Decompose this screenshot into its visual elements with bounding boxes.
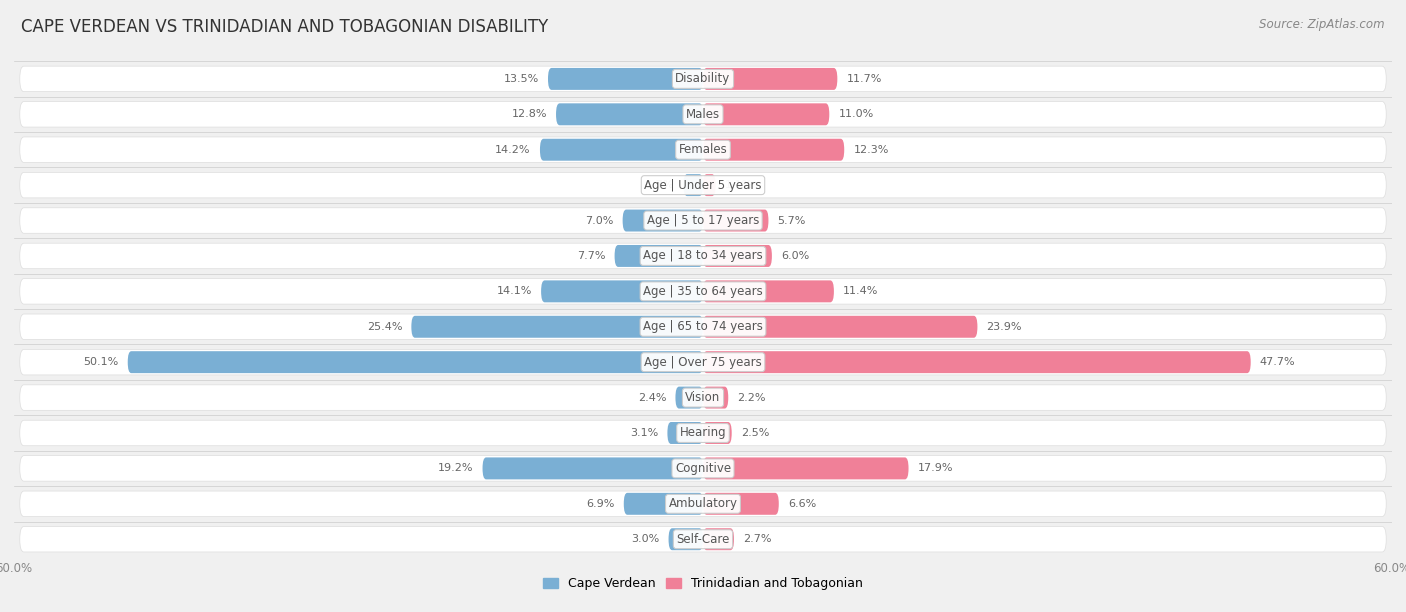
FancyBboxPatch shape	[20, 456, 1386, 481]
Text: 6.6%: 6.6%	[787, 499, 817, 509]
FancyBboxPatch shape	[128, 351, 703, 373]
FancyBboxPatch shape	[20, 66, 1386, 92]
Text: 2.2%: 2.2%	[738, 392, 766, 403]
FancyBboxPatch shape	[482, 457, 703, 479]
Text: 13.5%: 13.5%	[503, 74, 538, 84]
FancyBboxPatch shape	[703, 245, 772, 267]
FancyBboxPatch shape	[20, 208, 1386, 233]
Text: Cognitive: Cognitive	[675, 462, 731, 475]
Text: 11.7%: 11.7%	[846, 74, 882, 84]
FancyBboxPatch shape	[703, 528, 734, 550]
FancyBboxPatch shape	[20, 314, 1386, 340]
Text: 23.9%: 23.9%	[987, 322, 1022, 332]
FancyBboxPatch shape	[703, 493, 779, 515]
Text: 11.0%: 11.0%	[838, 110, 873, 119]
FancyBboxPatch shape	[669, 528, 703, 550]
Text: Age | 35 to 64 years: Age | 35 to 64 years	[643, 285, 763, 298]
Text: Ambulatory: Ambulatory	[668, 498, 738, 510]
Text: 7.0%: 7.0%	[585, 215, 613, 226]
FancyBboxPatch shape	[683, 174, 703, 196]
Text: 6.0%: 6.0%	[782, 251, 810, 261]
Legend: Cape Verdean, Trinidadian and Tobagonian: Cape Verdean, Trinidadian and Tobagonian	[538, 572, 868, 595]
Text: Self-Care: Self-Care	[676, 532, 730, 546]
Text: 14.1%: 14.1%	[496, 286, 531, 296]
FancyBboxPatch shape	[703, 174, 716, 196]
Text: 2.7%: 2.7%	[744, 534, 772, 544]
FancyBboxPatch shape	[703, 139, 844, 161]
FancyBboxPatch shape	[555, 103, 703, 125]
FancyBboxPatch shape	[703, 422, 731, 444]
FancyBboxPatch shape	[703, 103, 830, 125]
Text: 7.7%: 7.7%	[576, 251, 606, 261]
FancyBboxPatch shape	[614, 245, 703, 267]
Text: Females: Females	[679, 143, 727, 156]
Text: Age | Under 5 years: Age | Under 5 years	[644, 179, 762, 192]
FancyBboxPatch shape	[20, 243, 1386, 269]
Text: Disability: Disability	[675, 72, 731, 86]
Text: Age | 18 to 34 years: Age | 18 to 34 years	[643, 250, 763, 263]
FancyBboxPatch shape	[703, 316, 977, 338]
FancyBboxPatch shape	[20, 491, 1386, 517]
FancyBboxPatch shape	[20, 526, 1386, 552]
Text: 5.7%: 5.7%	[778, 215, 806, 226]
Text: 3.0%: 3.0%	[631, 534, 659, 544]
FancyBboxPatch shape	[703, 457, 908, 479]
FancyBboxPatch shape	[703, 209, 769, 231]
FancyBboxPatch shape	[20, 173, 1386, 198]
Text: 50.1%: 50.1%	[83, 357, 118, 367]
Text: 47.7%: 47.7%	[1260, 357, 1295, 367]
Text: 25.4%: 25.4%	[367, 322, 402, 332]
Text: 11.4%: 11.4%	[844, 286, 879, 296]
FancyBboxPatch shape	[703, 351, 1251, 373]
Text: 2.5%: 2.5%	[741, 428, 769, 438]
FancyBboxPatch shape	[20, 278, 1386, 304]
Text: 3.1%: 3.1%	[630, 428, 658, 438]
Text: 14.2%: 14.2%	[495, 144, 531, 155]
Text: 19.2%: 19.2%	[437, 463, 474, 474]
Text: 1.7%: 1.7%	[645, 180, 675, 190]
FancyBboxPatch shape	[703, 387, 728, 409]
FancyBboxPatch shape	[548, 68, 703, 90]
FancyBboxPatch shape	[541, 280, 703, 302]
Text: Age | Over 75 years: Age | Over 75 years	[644, 356, 762, 368]
Text: Males: Males	[686, 108, 720, 121]
Text: CAPE VERDEAN VS TRINIDADIAN AND TOBAGONIAN DISABILITY: CAPE VERDEAN VS TRINIDADIAN AND TOBAGONI…	[21, 18, 548, 36]
FancyBboxPatch shape	[675, 387, 703, 409]
FancyBboxPatch shape	[703, 280, 834, 302]
FancyBboxPatch shape	[20, 137, 1386, 162]
Text: 1.1%: 1.1%	[725, 180, 754, 190]
Text: 2.4%: 2.4%	[638, 392, 666, 403]
FancyBboxPatch shape	[20, 420, 1386, 446]
FancyBboxPatch shape	[20, 102, 1386, 127]
Text: Age | 5 to 17 years: Age | 5 to 17 years	[647, 214, 759, 227]
Text: Age | 65 to 74 years: Age | 65 to 74 years	[643, 320, 763, 334]
Text: Hearing: Hearing	[679, 427, 727, 439]
FancyBboxPatch shape	[412, 316, 703, 338]
Text: 6.9%: 6.9%	[586, 499, 614, 509]
FancyBboxPatch shape	[624, 493, 703, 515]
Text: 17.9%: 17.9%	[918, 463, 953, 474]
FancyBboxPatch shape	[20, 385, 1386, 410]
FancyBboxPatch shape	[20, 349, 1386, 375]
FancyBboxPatch shape	[668, 422, 703, 444]
FancyBboxPatch shape	[623, 209, 703, 231]
Text: Vision: Vision	[685, 391, 721, 404]
FancyBboxPatch shape	[540, 139, 703, 161]
FancyBboxPatch shape	[703, 68, 838, 90]
Text: 12.8%: 12.8%	[512, 110, 547, 119]
Text: Source: ZipAtlas.com: Source: ZipAtlas.com	[1260, 18, 1385, 31]
Text: 12.3%: 12.3%	[853, 144, 889, 155]
